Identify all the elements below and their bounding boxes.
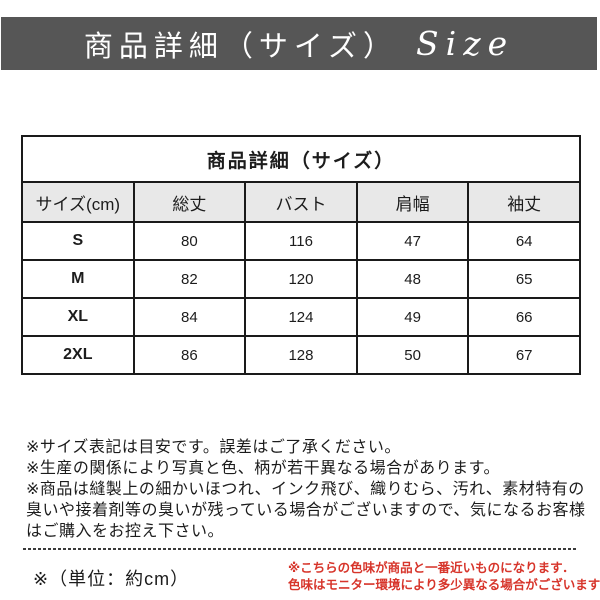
col-header-size: サイズ(cm) <box>21 181 135 223</box>
sleeve-value: 66 <box>467 297 581 337</box>
sleeve-value: 67 <box>467 335 581 375</box>
page-title-japanese: 商品詳細（サイズ） <box>83 30 399 63</box>
sleeve-value: 64 <box>467 221 581 261</box>
color-disclaimer-line: ※こちらの色味が商品と一番近いものになります． <box>288 561 575 575</box>
size-table: 商品詳細（サイズ） サイズ(cm) 総丈 バスト 肩幅 袖丈 S 80 116 … <box>21 135 581 375</box>
note-line: ※サイズ表記は目安です。誤差はご了承ください。 <box>26 439 401 456</box>
total-length-value: 80 <box>132 221 247 261</box>
col-header-sleeve: 袖丈 <box>467 181 581 223</box>
table-row: S 80 116 47 64 <box>21 221 581 261</box>
total-length-value: 84 <box>132 297 247 337</box>
table-row: XL 84 124 49 66 <box>21 297 581 337</box>
note-line: はご購入をお控え下さい。 <box>26 523 225 540</box>
shoulder-value: 50 <box>355 335 470 375</box>
col-header-bust: バスト <box>244 181 358 223</box>
col-header-shoulder: 肩幅 <box>355 181 470 223</box>
shoulder-value: 47 <box>355 221 470 261</box>
note-line: 臭いや接着剤等の臭いが残っている場合がございますので、気になるお客様 <box>26 502 586 519</box>
note-line: ※商品は縫製上の細かいほつれ、インク飛び、織りむら、汚れ、素材特有の <box>26 481 585 498</box>
size-label: XL <box>21 297 135 337</box>
table-row: M 82 120 48 65 <box>21 259 581 299</box>
table-title-row: 商品詳細（サイズ） <box>21 135 581 183</box>
table-header-row: サイズ(cm) 総丈 バスト 肩幅 袖丈 <box>21 181 581 223</box>
shoulder-value: 49 <box>355 297 470 337</box>
size-label: M <box>21 259 135 299</box>
size-label: 2XL <box>21 335 135 375</box>
disclaimer-notes: ※サイズ表記は目安です。誤差はご了承ください。 ※生産の関係により写真と色、柄が… <box>26 437 586 542</box>
shoulder-value: 48 <box>355 259 470 299</box>
color-disclaimer-line: 色味はモニター環境により多少異なる場合がございます． <box>288 577 600 592</box>
table-row: 2XL 86 128 50 67 <box>21 335 581 375</box>
sleeve-value: 65 <box>467 259 581 299</box>
table-title: 商品詳細（サイズ） <box>21 135 581 183</box>
bust-value: 116 <box>244 221 358 261</box>
title-bar: 商品詳細（サイズ） Size <box>1 17 597 70</box>
page-title-english: Size <box>416 24 515 63</box>
color-disclaimer: ※こちらの色味が商品と一番近いものになります． 色味はモニター環境により多少異な… <box>288 560 600 593</box>
unit-note: ※（単位：約cm） <box>33 569 190 589</box>
bust-value: 120 <box>244 259 358 299</box>
total-length-value: 86 <box>132 335 247 375</box>
bust-value: 124 <box>244 297 358 337</box>
dashed-divider <box>23 548 578 550</box>
col-header-total-length: 総丈 <box>132 181 247 223</box>
total-length-value: 82 <box>132 259 247 299</box>
note-line: ※生産の関係により写真と色、柄が若干異なる場合があります。 <box>26 460 500 477</box>
bust-value: 128 <box>244 335 358 375</box>
size-label: S <box>21 221 135 261</box>
